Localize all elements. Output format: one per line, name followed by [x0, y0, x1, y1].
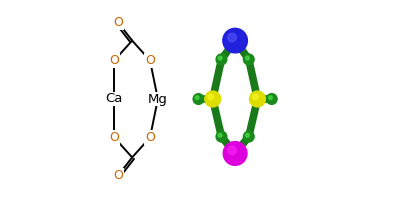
Text: O: O — [113, 169, 123, 182]
Circle shape — [246, 56, 249, 60]
Circle shape — [250, 91, 265, 107]
Text: O: O — [113, 16, 123, 29]
Circle shape — [228, 146, 236, 155]
Circle shape — [223, 28, 247, 53]
Circle shape — [223, 142, 247, 165]
Circle shape — [266, 94, 277, 104]
Circle shape — [246, 133, 249, 137]
Text: O: O — [145, 131, 155, 144]
Circle shape — [243, 131, 254, 142]
Circle shape — [208, 94, 213, 100]
Circle shape — [193, 94, 204, 104]
Circle shape — [216, 131, 227, 142]
Text: O: O — [145, 54, 155, 67]
Circle shape — [268, 96, 272, 100]
Circle shape — [228, 33, 236, 42]
Text: Ca: Ca — [106, 92, 123, 106]
Text: Mg: Mg — [148, 92, 168, 106]
Text: O: O — [109, 131, 119, 144]
Circle shape — [253, 94, 258, 100]
Circle shape — [205, 91, 220, 107]
Text: O: O — [109, 54, 119, 67]
Circle shape — [243, 54, 254, 65]
Circle shape — [195, 96, 199, 100]
Circle shape — [216, 54, 227, 65]
Circle shape — [218, 56, 222, 60]
Circle shape — [218, 133, 222, 137]
